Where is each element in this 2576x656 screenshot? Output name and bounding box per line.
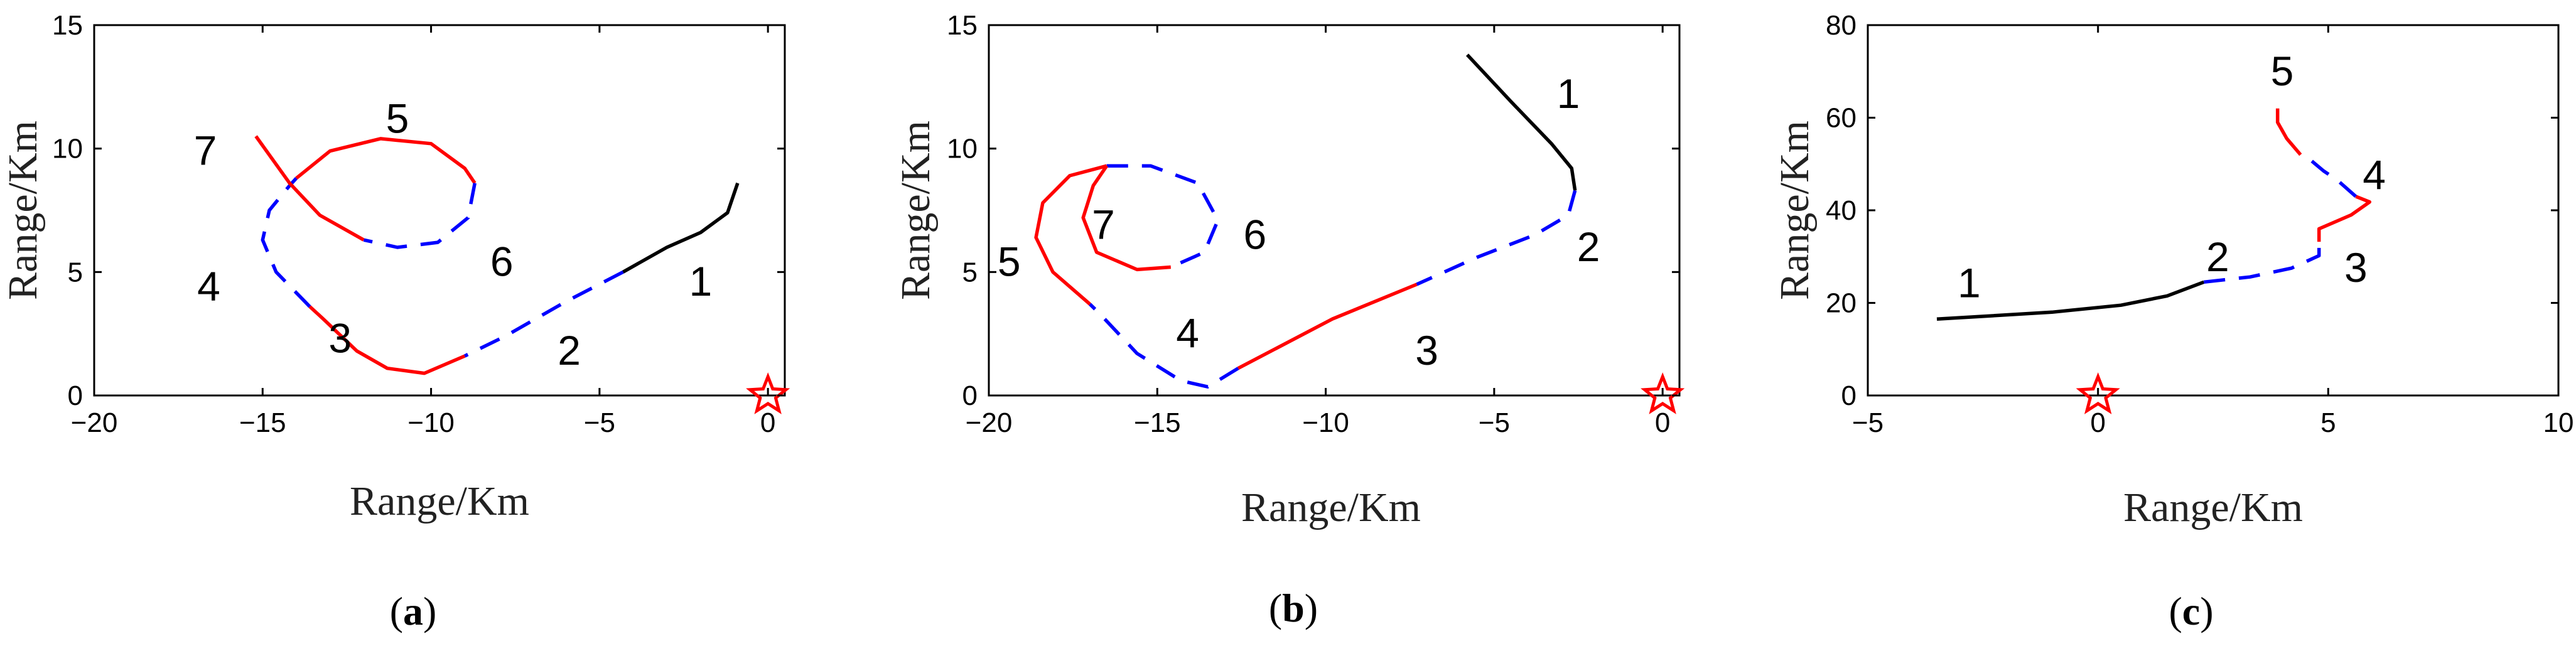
x-tick-label: −15	[239, 407, 286, 438]
series-line-segment-5	[295, 137, 477, 185]
y-tick-label: 10	[947, 134, 978, 164]
chart-b: −20 −15 −10 −5 0 0 5 10 15 1 2 3 4 5 6 7 Range/Km Rang…	[893, 10, 1685, 630]
series-line-segment-6	[363, 183, 477, 249]
y-tick-label: 0	[962, 380, 978, 411]
chart-b-xlabel: Range/Km	[1241, 485, 1421, 530]
segment-label-1: 1	[1557, 70, 1580, 117]
x-tick-label: −5	[1479, 407, 1510, 438]
chart-b-marks	[1034, 53, 1685, 414]
segment-label-3: 3	[2344, 244, 2368, 291]
series-line-segment-1	[1465, 53, 1577, 191]
chart-c-segment-labels: 1 2 3 4 5	[1958, 48, 2386, 306]
chart-b-panel-letter: b	[1282, 586, 1305, 630]
series-line-segment-5	[1034, 164, 1107, 306]
chart-a-plot-frame	[93, 24, 786, 397]
chart-c-ylabel: Range/Km	[1772, 121, 1818, 300]
segment-label-5: 5	[2271, 48, 2294, 94]
chart-b-ylabel: Range/Km	[893, 121, 939, 300]
chart-c-panel-label: (c)	[2169, 589, 2213, 633]
series-line-segment-6	[1106, 164, 1220, 269]
x-tick-label: 0	[1655, 407, 1670, 438]
series-line-segment-2	[2203, 242, 2321, 284]
chart-c-xlabel: Range/Km	[2123, 485, 2303, 530]
segment-label-6: 6	[1244, 211, 1267, 257]
segment-label-6: 6	[490, 239, 514, 285]
x-tick-label: −10	[1302, 407, 1349, 438]
star-marker-icon	[1641, 372, 1685, 414]
segment-label-3: 3	[1415, 327, 1438, 374]
series-line-segment-3	[2317, 195, 2372, 242]
y-tick-label: 10	[52, 134, 83, 164]
series-line-segment-7	[254, 135, 365, 242]
segment-label-1: 1	[1958, 260, 1981, 306]
y-tick-label: 20	[1826, 288, 1857, 319]
y-tick-label: 80	[1826, 10, 1857, 41]
x-tick-label: 0	[760, 407, 775, 438]
chart-a-panel-label: (a)	[390, 589, 437, 633]
series-line-segment-3	[308, 305, 466, 375]
y-tick-label: 60	[1826, 103, 1857, 134]
segment-label-4: 4	[2363, 152, 2386, 198]
segment-label-2: 2	[558, 327, 581, 374]
chart-a-panel-letter: a	[403, 589, 423, 633]
series-line-segment-2	[463, 270, 624, 358]
series-line-segment-1	[1936, 280, 2205, 321]
star-marker-icon	[746, 372, 790, 414]
y-tick-label: 5	[962, 257, 978, 288]
chart-a-ylabel: Range/Km	[0, 121, 46, 300]
x-tick-label: −20	[71, 407, 118, 438]
x-tick-label: −15	[1134, 407, 1181, 438]
series-line-segment-2	[1416, 190, 1577, 286]
segment-label-2: 2	[1577, 223, 1600, 270]
series-line-segment-7	[1081, 164, 1171, 272]
chart-b-plot-frame	[988, 24, 1681, 397]
segment-label-5: 5	[386, 95, 409, 141]
segment-label-4: 4	[197, 263, 220, 309]
series-line-segment-1	[622, 182, 740, 274]
x-tick-label: −10	[407, 407, 455, 438]
x-tick-label: −20	[966, 407, 1013, 438]
y-tick-label: 5	[68, 257, 83, 288]
series-line-segment-4	[2300, 153, 2358, 198]
chart-a-segment-labels: 1 2 3 4 5 6 7	[194, 95, 712, 374]
x-tick-label: −5	[584, 407, 615, 438]
chart-a-marks	[254, 135, 790, 414]
x-tick-label: 0	[2090, 407, 2105, 438]
y-tick-label: 0	[68, 380, 83, 411]
chart-b-panel-label: (b)	[1269, 586, 1318, 630]
segment-label-5: 5	[998, 239, 1021, 285]
chart-a: −20 −15 −10 −5 0 0 5 10 15 1 2 3 4 5 6 7 Range/Km Rang…	[0, 10, 790, 633]
chart-b-segment-labels: 1 2 3 4 5 6 7	[998, 70, 1600, 374]
chart-c-panel-letter: c	[2182, 589, 2200, 633]
chart-c-plot-frame	[1867, 24, 2560, 397]
segment-label-7: 7	[1092, 202, 1115, 248]
y-tick-label: 0	[1841, 380, 1857, 411]
x-tick-label: −5	[1852, 407, 1883, 438]
y-tick-label: 15	[52, 10, 83, 41]
star-marker-icon	[2076, 372, 2120, 414]
y-tick-label: 15	[947, 10, 978, 41]
segment-label-2: 2	[2206, 234, 2229, 280]
x-tick-label: 10	[2543, 407, 2574, 438]
series-line-segment-4	[1089, 303, 1239, 389]
chart-a-xlabel: Range/Km	[350, 478, 529, 524]
x-tick-label: 5	[2320, 407, 2336, 438]
segment-label-3: 3	[328, 315, 352, 362]
segment-label-4: 4	[1176, 310, 1199, 357]
segment-label-7: 7	[194, 127, 217, 174]
y-tick-label: 40	[1826, 195, 1857, 226]
segment-label-1: 1	[689, 258, 712, 304]
chart-c-marks	[1936, 108, 2372, 414]
series-line-segment-5	[2275, 108, 2302, 156]
series-line-segment-3	[1237, 282, 1418, 370]
